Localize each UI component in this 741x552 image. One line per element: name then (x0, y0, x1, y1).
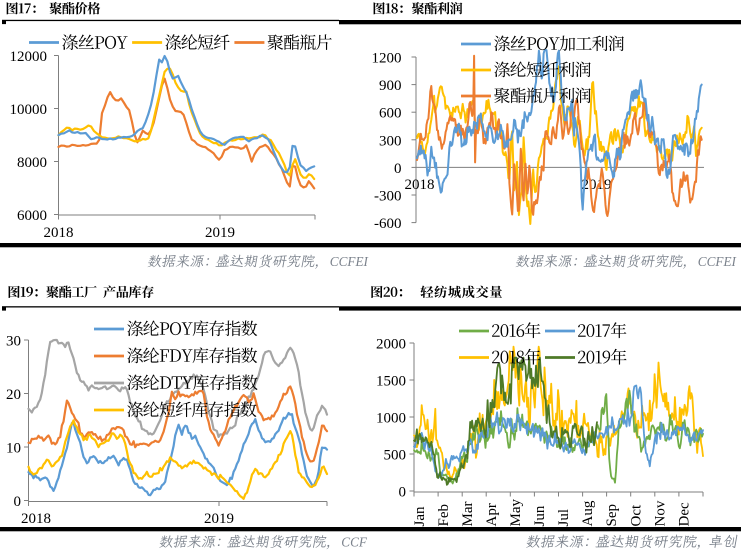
svg-text:Apr: Apr (484, 503, 500, 526)
svg-text:6000: 6000 (17, 208, 47, 224)
svg-text:12000: 12000 (10, 49, 48, 65)
svg-text:Oct: Oct (628, 504, 644, 526)
svg-text:CCF: CCF (341, 535, 368, 550)
svg-text:900: 900 (379, 78, 402, 94)
svg-text:Nov: Nov (652, 500, 668, 526)
svg-text:0: 0 (394, 161, 402, 177)
svg-text:Aug: Aug (580, 500, 596, 526)
svg-text:2018: 2018 (44, 225, 74, 241)
svg-text:500: 500 (384, 448, 407, 464)
svg-text:8000: 8000 (17, 155, 47, 171)
svg-text:CCFEI: CCFEI (330, 254, 369, 269)
svg-text:2018: 2018 (405, 177, 435, 193)
svg-text:CCFEI: CCFEI (698, 254, 737, 269)
svg-text:Jul: Jul (556, 509, 572, 527)
svg-text:-300: -300 (374, 189, 402, 205)
svg-text:Mar: Mar (460, 502, 476, 527)
svg-text:2019: 2019 (205, 225, 235, 241)
svg-text:Feb: Feb (436, 504, 452, 527)
svg-text:10000: 10000 (10, 102, 48, 118)
svg-text:20: 20 (6, 387, 21, 403)
svg-text:-600: -600 (374, 216, 402, 232)
svg-text:May: May (508, 499, 524, 527)
svg-text:Jun: Jun (532, 505, 548, 526)
svg-text:2018: 2018 (21, 511, 51, 527)
svg-text:Sep: Sep (604, 504, 620, 527)
svg-text:1200: 1200 (372, 51, 402, 67)
svg-text:300: 300 (379, 133, 402, 149)
svg-text:1000: 1000 (376, 411, 406, 427)
svg-text:1500: 1500 (376, 374, 406, 390)
svg-text:600: 600 (379, 106, 402, 122)
svg-text:2000: 2000 (376, 337, 406, 353)
svg-text:Jan: Jan (412, 506, 428, 526)
svg-text:2019: 2019 (204, 511, 234, 527)
svg-text:0: 0 (399, 485, 407, 501)
svg-text:10: 10 (6, 441, 21, 457)
svg-text:30: 30 (6, 334, 21, 350)
svg-text:0: 0 (14, 494, 22, 510)
svg-text:Dec: Dec (676, 502, 692, 526)
